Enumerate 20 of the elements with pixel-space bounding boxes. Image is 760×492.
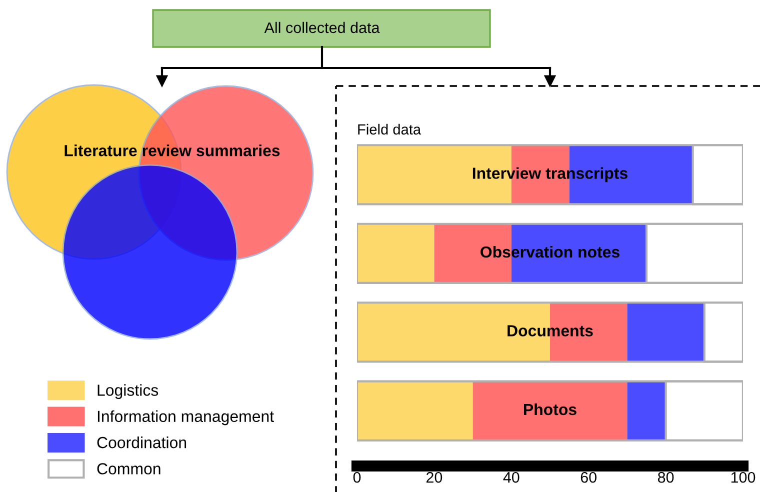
bar (627, 302, 704, 362)
y-tick-label: Documents (508, 325, 593, 336)
text: All collected data (264, 22, 380, 34)
x-tick-label: 20 (426, 472, 442, 483)
legend-label: Information management (98, 410, 274, 426)
x-tick-label: 0 (353, 472, 361, 483)
y-tick-label: Photos (524, 403, 576, 416)
x-tick-label: 80 (658, 472, 674, 483)
bar (627, 381, 666, 440)
x-tick-label: 40 (503, 472, 520, 483)
legend-label: Common (97, 463, 160, 474)
legend-label: Coordination (97, 436, 186, 448)
bar (357, 381, 473, 440)
legend-label: Logistics (98, 384, 158, 399)
x-tick-label: 60 (580, 472, 596, 483)
bar (472, 381, 628, 440)
text: Literature review summaries (64, 144, 280, 156)
bar (357, 224, 434, 283)
chart-title: Field data (358, 124, 422, 135)
x-tick-label: 100 (731, 472, 756, 483)
